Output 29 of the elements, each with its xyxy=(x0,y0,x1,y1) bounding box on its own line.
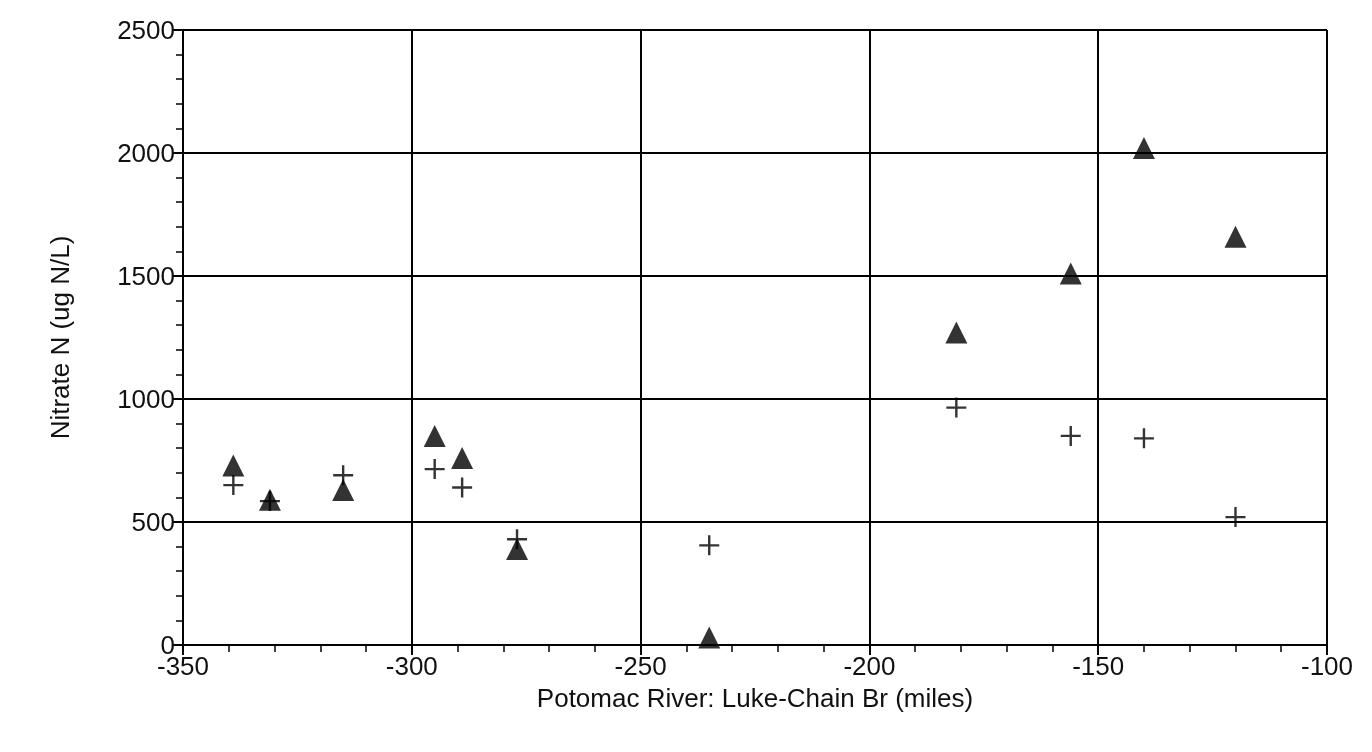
y-tick-label: 2500 xyxy=(117,15,175,45)
y-axis-title: Nitrate N (ug N/L) xyxy=(45,235,75,440)
x-tick-label: -100 xyxy=(1300,651,1354,681)
x-tick-label: -250 xyxy=(614,651,667,681)
x-tick-label: -150 xyxy=(1072,651,1125,681)
point xyxy=(1132,137,1155,160)
point xyxy=(946,397,967,418)
point xyxy=(452,477,473,498)
point xyxy=(1224,225,1247,248)
point xyxy=(945,321,968,344)
point xyxy=(1225,507,1246,528)
point xyxy=(506,538,529,561)
point xyxy=(332,479,355,502)
point xyxy=(222,454,245,477)
y-tick-label: 1500 xyxy=(117,261,175,291)
point xyxy=(451,447,474,470)
point xyxy=(424,459,445,480)
point xyxy=(423,424,446,447)
point xyxy=(1133,428,1154,449)
y-tick-label: 1000 xyxy=(117,384,175,414)
x-tick-label: -300 xyxy=(385,651,438,681)
point xyxy=(223,475,244,496)
y-tick-label: 500 xyxy=(131,507,175,537)
x-axis-title: Potomac River: Luke-Chain Br (miles) xyxy=(536,683,974,713)
point xyxy=(1059,262,1082,285)
y-tick-label: 2000 xyxy=(117,138,175,168)
point xyxy=(698,626,721,649)
point xyxy=(699,535,720,556)
x-tick-label: -200 xyxy=(843,651,896,681)
